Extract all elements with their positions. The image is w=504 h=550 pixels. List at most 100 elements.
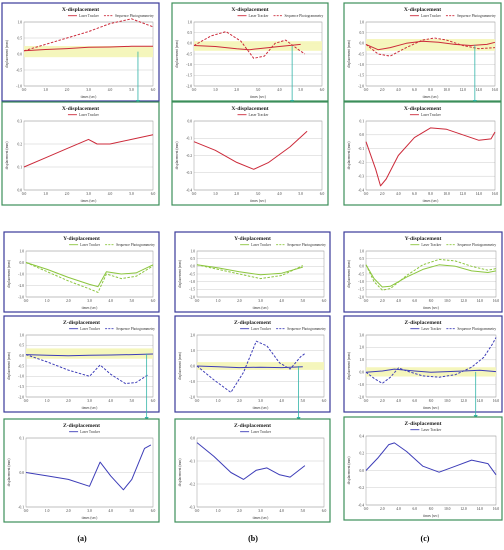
ytick-label: 0.0 xyxy=(360,133,365,137)
xtick-label: 16.0 xyxy=(492,88,498,92)
xtick-label: 1.0 xyxy=(216,299,221,303)
plot-area xyxy=(196,437,325,508)
y-axis-label: displacement (mm) xyxy=(347,141,351,170)
x-axis-label: times (sec) xyxy=(81,95,97,99)
legend-label: Sequence Photogrammetry xyxy=(457,14,496,18)
ytick-label: -1.0 xyxy=(358,63,364,67)
xtick-label: 2.0 xyxy=(380,192,385,196)
ytick-label: -0.5 xyxy=(358,272,364,276)
x-axis-label: times (sec) xyxy=(250,95,266,99)
x-axis-label: times (sec) xyxy=(423,199,439,203)
y-axis-label: displacement (mm) xyxy=(7,458,11,487)
xtick-label: 3.0 xyxy=(256,88,261,92)
chart-frame xyxy=(3,231,160,313)
xtick-label: 2.0 xyxy=(65,88,70,92)
chart-title: Z-displacement xyxy=(234,320,271,326)
ytick-label: 0.0 xyxy=(188,119,193,123)
xtick-label: 6.0 xyxy=(322,299,327,303)
xtick-label: 3.0 xyxy=(258,299,263,303)
y-axis-label: displacement (mm) xyxy=(347,456,351,485)
ytick-label: -1.0 xyxy=(358,280,364,284)
xtick-label: 0.0 xyxy=(22,192,27,196)
legend-label: Laser Tracker xyxy=(421,428,442,432)
y-axis-label: displacement (mm) xyxy=(5,141,9,170)
series-line-laser-tracker xyxy=(25,262,154,288)
legend-label: Laser Tracker xyxy=(421,243,442,247)
series-line-laser-tracker xyxy=(25,444,152,491)
chart-frame xyxy=(1,101,160,206)
series-line-laser-tracker xyxy=(365,264,497,288)
ytick-label: 0.0 xyxy=(191,265,196,269)
ytick-label: 0.0 xyxy=(20,471,25,475)
xtick-label: 14.0 xyxy=(477,399,483,403)
ytick-label: 0.0 xyxy=(191,364,196,368)
ytick-label: -1.5 xyxy=(189,288,195,292)
xtick-label: 3.0 xyxy=(258,509,263,513)
ytick-label: -1.5 xyxy=(186,74,192,78)
xtick-label: 3.0 xyxy=(86,88,91,92)
x-axis-label: times (sec) xyxy=(82,516,98,520)
ytick-label: 0.0 xyxy=(20,354,25,358)
xtick-label: 2.0 xyxy=(66,399,71,403)
chart-title: Z-displacement xyxy=(234,423,271,429)
x-axis-label: times (sec) xyxy=(423,95,439,99)
xtick-label: 4.0 xyxy=(396,299,401,303)
ytick-label: 1.0 xyxy=(360,249,365,253)
xtick-label: 4.0 xyxy=(108,88,113,92)
ytick-label: -0.1 xyxy=(18,505,24,509)
ytick-label: 1.0 xyxy=(20,333,25,337)
xtick-label: 4.0 xyxy=(279,299,284,303)
legend-label: Sequence Photogrammetry xyxy=(287,243,326,247)
series-line-photogrammetry xyxy=(25,354,150,385)
plot-area xyxy=(365,120,496,191)
xtick-label: 5.0 xyxy=(130,509,135,513)
xtick-label: 10.0 xyxy=(444,507,450,511)
ytick-label: 0.4 xyxy=(360,434,365,438)
xtick-label: 4.0 xyxy=(277,88,282,92)
xtick-label: 6.0 xyxy=(320,192,325,196)
xtick-label: 4.0 xyxy=(396,192,401,196)
xtick-label: 8.0 xyxy=(428,192,433,196)
series-line-laser-tracker xyxy=(365,442,497,476)
ytick-label: 0.2 xyxy=(18,142,23,146)
xtick-label: 0.0 xyxy=(364,88,369,92)
ytick-label: -0.5 xyxy=(358,52,364,56)
ytick-label: 0.0 xyxy=(191,436,196,440)
ytick-label: -0.2 xyxy=(186,154,192,158)
xtick-label: 6.0 xyxy=(151,509,156,513)
ytick-label: 0.0 xyxy=(360,265,365,269)
plot-area xyxy=(25,250,154,298)
xtick-label: 5.0 xyxy=(301,509,306,513)
xtick-label: 4.0 xyxy=(108,299,113,303)
xtick-label: 10.0 xyxy=(443,192,449,196)
xtick-label: 2.0 xyxy=(237,399,242,403)
ytick-label: -0.1 xyxy=(189,459,195,463)
ytick-label: 0.2 xyxy=(360,452,365,456)
xtick-label: 6.0 xyxy=(151,399,156,403)
ytick-label: -2.0 xyxy=(358,84,364,88)
y-axis-label: displacement (mm) xyxy=(347,39,351,68)
legend-label: Sequence Photogrammetry xyxy=(457,327,496,331)
y-axis-label: displacement (mm) xyxy=(175,141,179,170)
xtick-label: 10.0 xyxy=(444,299,450,303)
ytick-label: 0.5 xyxy=(188,31,193,35)
legend-label: Laser Tracker xyxy=(249,14,270,18)
xtick-label: 3.0 xyxy=(86,192,91,196)
x-axis-label: times (sec) xyxy=(82,306,98,310)
ytick-label: -0.4 xyxy=(186,188,192,192)
plot-area xyxy=(365,250,497,298)
xtick-label: 4.0 xyxy=(396,399,401,403)
xtick-label: 4.0 xyxy=(108,192,113,196)
x-axis-label: times (sec) xyxy=(253,306,269,310)
ytick-label: -1.0 xyxy=(189,280,195,284)
ytick-label: -1.5 xyxy=(358,288,364,292)
plot-area xyxy=(193,120,323,191)
ytick-label: -1.0 xyxy=(16,84,22,88)
